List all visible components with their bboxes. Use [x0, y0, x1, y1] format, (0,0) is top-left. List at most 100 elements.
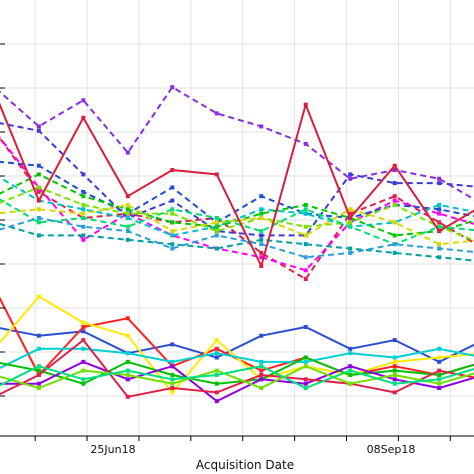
data-point: [125, 216, 130, 220]
data-point: [170, 377, 175, 382]
data-point: [437, 181, 442, 186]
data-point: [170, 390, 175, 395]
data-point: [348, 364, 353, 369]
series-21: [0, 364, 474, 391]
series-19: [0, 338, 474, 399]
data-point: [36, 172, 41, 177]
data-point: [392, 168, 397, 173]
data-point: [348, 224, 353, 229]
data-point: [259, 333, 264, 338]
data-point: [36, 386, 41, 391]
data-point: [36, 124, 41, 129]
data-point: [170, 207, 175, 212]
data-point: [125, 229, 130, 234]
data-point: [125, 351, 130, 356]
data-point: [392, 368, 397, 373]
data-point: [392, 220, 397, 225]
data-point: [214, 216, 219, 220]
data-point: [437, 255, 442, 260]
data-point: [437, 377, 442, 382]
data-point: [348, 176, 353, 181]
data-point: [125, 211, 130, 216]
data-point: [392, 381, 397, 386]
data-point: [303, 268, 308, 273]
data-point: [348, 381, 353, 386]
data-point: [303, 255, 308, 260]
data-point: [214, 229, 219, 234]
data-point: [303, 277, 308, 282]
data-point: [348, 207, 353, 212]
data-point: [437, 202, 442, 207]
data-point: [348, 250, 353, 255]
data-point: [36, 185, 41, 190]
data-point: [259, 386, 264, 391]
data-point: [125, 194, 130, 199]
data-point: [348, 211, 353, 216]
data-point: [259, 207, 264, 212]
data-point: [81, 368, 86, 373]
data-point: [36, 364, 41, 369]
data-point: [303, 364, 308, 369]
data-point: [437, 381, 442, 386]
data-point: [214, 381, 219, 386]
data-point: [259, 216, 264, 220]
data-point: [170, 359, 175, 364]
data-point: [170, 386, 175, 391]
data-point: [437, 224, 442, 229]
x-axis-title: Acquisition Date: [196, 458, 294, 472]
data-point: [392, 202, 397, 207]
data-point: [36, 207, 41, 212]
data-point: [303, 211, 308, 216]
data-point: [348, 351, 353, 356]
data-point: [81, 325, 86, 329]
data-point: [259, 372, 264, 377]
data-point: [36, 220, 41, 225]
data-point: [259, 242, 264, 247]
series-12: [0, 102, 474, 268]
data-point: [81, 115, 86, 120]
data-point: [81, 98, 86, 103]
data-point: [81, 216, 86, 220]
data-point: [81, 211, 86, 216]
data-point: [348, 216, 353, 220]
data-point: [303, 325, 308, 329]
data-point: [437, 176, 442, 181]
data-point: [392, 355, 397, 360]
data-point: [81, 329, 86, 334]
data-point: [81, 381, 86, 386]
data-point: [125, 150, 130, 155]
data-point: [348, 346, 353, 351]
data-point: [81, 338, 86, 343]
data-point: [170, 168, 175, 173]
data-point: [170, 220, 175, 225]
data-point: [81, 194, 86, 199]
data-point: [437, 229, 442, 234]
data-point: [81, 320, 86, 325]
data-point: [125, 372, 130, 377]
data-point: [81, 224, 86, 229]
data-point: [81, 172, 86, 177]
x-tick-label: 08Sep18: [367, 443, 416, 456]
data-point: [348, 372, 353, 377]
series-10: [0, 222, 474, 262]
data-point: [392, 181, 397, 186]
data-point: [392, 194, 397, 199]
data-point: [437, 246, 442, 251]
data-point: [303, 233, 308, 238]
data-point: [303, 381, 308, 386]
data-point: [392, 338, 397, 343]
data-point: [392, 242, 397, 247]
x-tick-label: 25Jun18: [90, 443, 135, 456]
data-point: [81, 237, 86, 242]
data-point: [348, 368, 353, 373]
data-point: [259, 237, 264, 242]
data-point: [214, 224, 219, 229]
data-point: [36, 333, 41, 338]
data-point: [36, 368, 41, 373]
data-point: [170, 185, 175, 190]
data-point: [303, 359, 308, 364]
data-point: [81, 359, 86, 364]
data-point: [214, 355, 219, 360]
data-point: [214, 346, 219, 351]
